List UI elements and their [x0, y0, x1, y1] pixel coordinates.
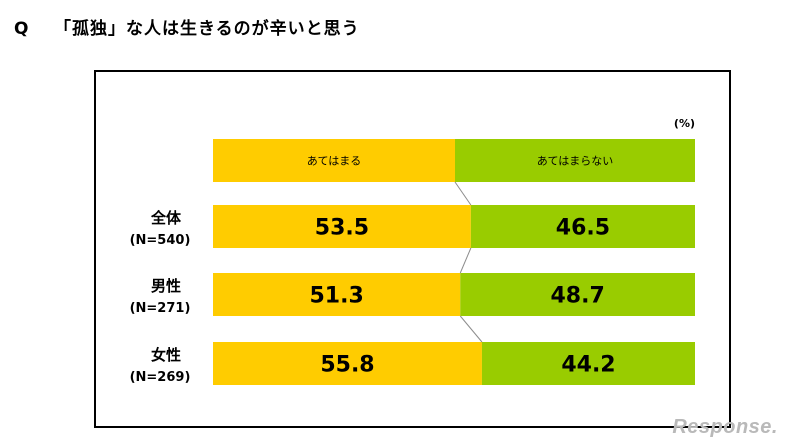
connector-line-0 [454, 181, 472, 206]
legend-swatch-0 [213, 139, 455, 182]
bar-2-1 [481, 342, 695, 385]
data-label-1-1: 48.7 [550, 284, 604, 309]
category-label-2: 女性 [151, 346, 181, 364]
data-label-0-0: 53.5 [315, 216, 369, 241]
data-label-0-1: 46.5 [556, 216, 610, 241]
legend-label-0: あてはまる [307, 155, 362, 168]
question-mark: Q [14, 19, 30, 39]
bar-0-1 [470, 205, 695, 248]
category-n-0: (N=540) [130, 233, 191, 248]
connector-line-1 [459, 247, 472, 274]
question-text: 「孤独」な人は生きるのが辛いと思う [54, 19, 360, 39]
data-label-2-1: 44.2 [561, 353, 615, 378]
question-title: Q 「孤独」な人は生きるのが辛いと思う [14, 14, 360, 39]
bar-2-0 [213, 342, 482, 385]
bar-1-1 [460, 273, 695, 316]
legend-swatch-1 [455, 139, 695, 182]
connector-line-2 [459, 315, 483, 343]
data-label-1-0: 51.3 [309, 284, 363, 309]
data-label-2-0: 55.8 [320, 353, 374, 378]
category-label-1: 男性 [151, 277, 181, 295]
bar-0-0 [213, 205, 471, 248]
response-watermark: Response. [672, 416, 778, 438]
legend-label-1: あてはまらない [537, 155, 614, 168]
category-n-2: (N=269) [130, 370, 191, 385]
category-label-0: 全体 [150, 209, 182, 227]
unit-label: (%) [674, 117, 695, 130]
category-n-1: (N=271) [130, 301, 191, 316]
bar-1-0 [213, 273, 461, 316]
